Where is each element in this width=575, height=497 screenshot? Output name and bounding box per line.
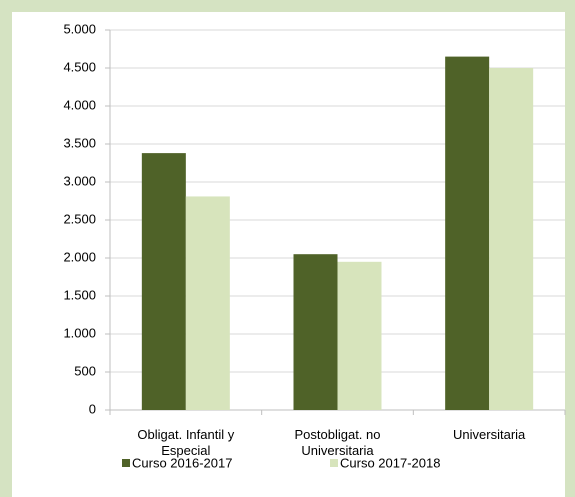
x-tick-label: Obligat. Infantil y Especial: [137, 427, 235, 458]
y-tick-label: 1.500: [63, 287, 96, 302]
y-tick-label: 3.000: [63, 173, 96, 188]
bar: [445, 56, 490, 410]
bar: [185, 196, 230, 410]
bar: [489, 68, 534, 410]
y-tick-label: 4.000: [63, 97, 96, 112]
x-tick-label: Postobligat. no Universitaria: [294, 427, 381, 458]
y-tick-label: 0: [89, 401, 96, 416]
legend-swatch: [122, 459, 130, 467]
y-tick-label: 1.000: [63, 325, 96, 340]
x-tick-label: Universitaria: [453, 427, 526, 442]
y-tick-label: 3.500: [63, 135, 96, 150]
y-tick-label: 5.000: [63, 21, 96, 36]
bar: [293, 254, 338, 410]
legend-swatch: [330, 459, 338, 467]
bar: [337, 261, 382, 410]
bar: [141, 153, 186, 410]
legend-label: Curso 2016-2017: [132, 455, 232, 470]
y-tick-label: 2.000: [63, 249, 96, 264]
legend-label: Curso 2017-2018: [340, 455, 440, 470]
y-tick-label: 2.500: [63, 211, 96, 226]
y-tick-label: 500: [74, 363, 96, 378]
y-tick-label: 4.500: [63, 59, 96, 74]
